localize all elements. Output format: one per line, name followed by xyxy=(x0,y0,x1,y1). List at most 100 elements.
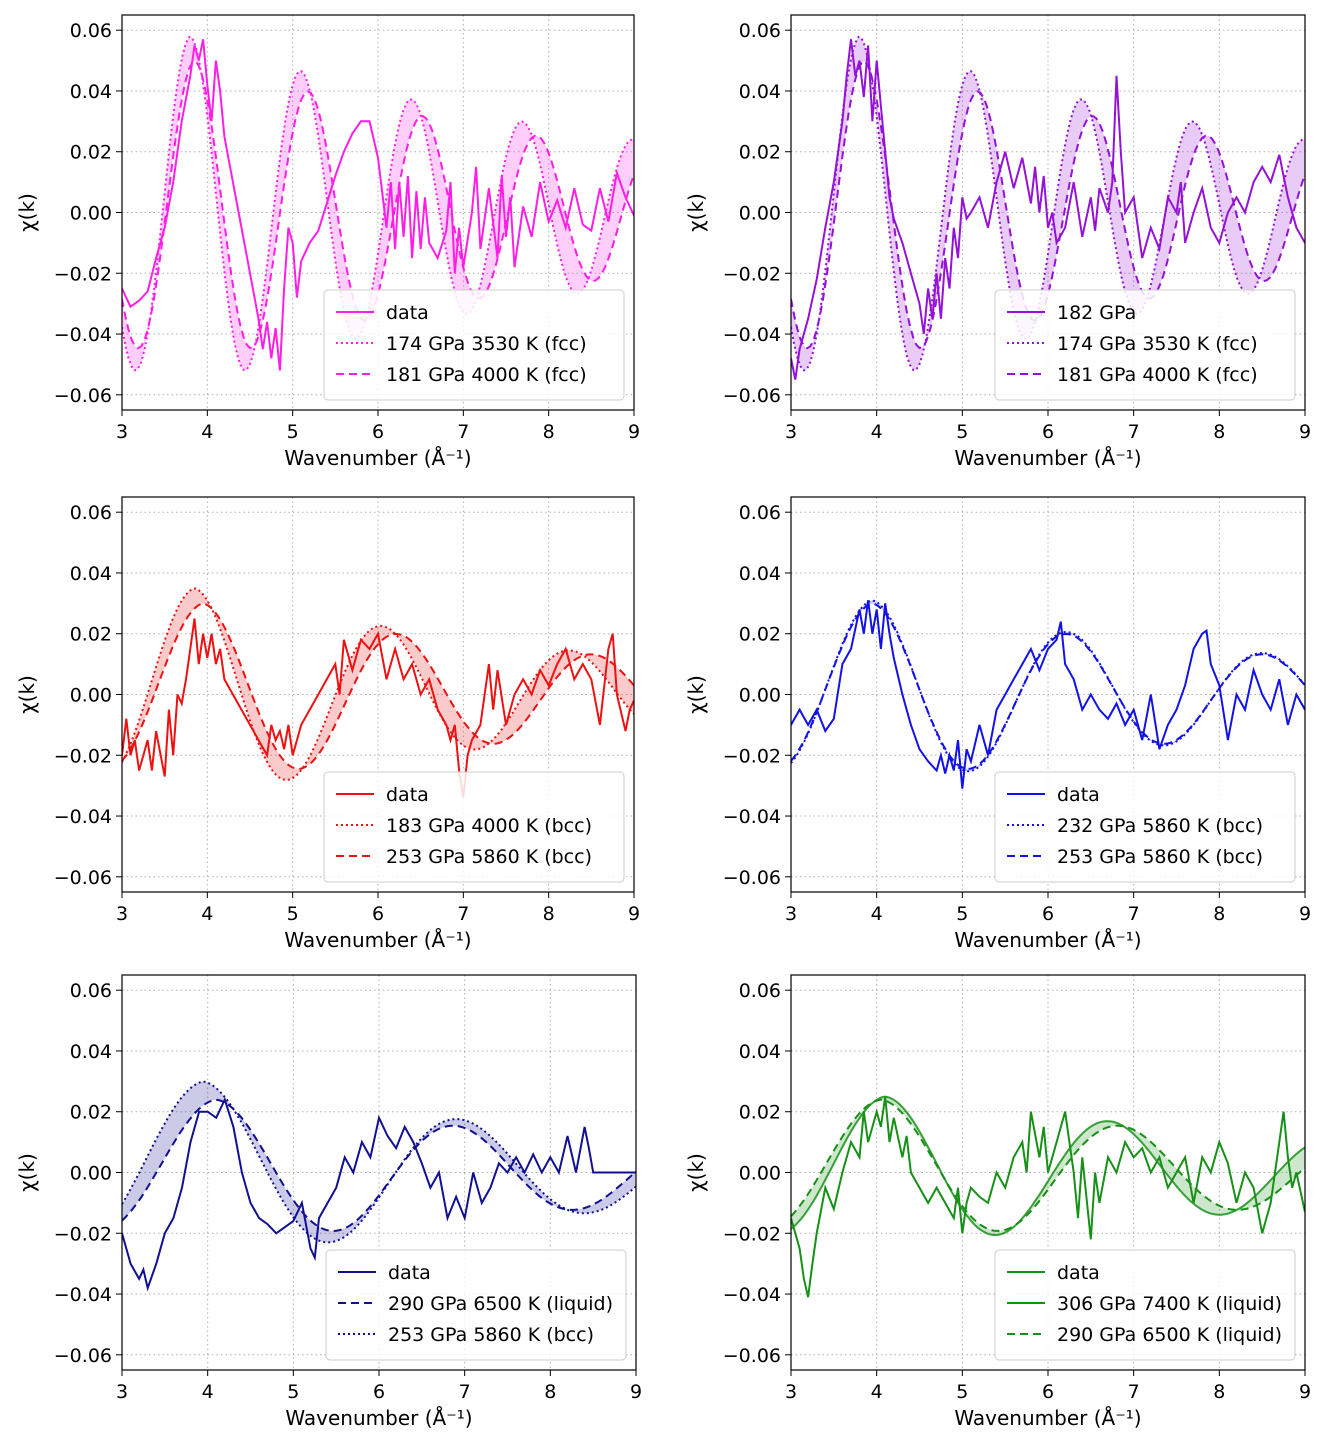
x-tick-label: 8 xyxy=(1213,1381,1225,1403)
model-envelope-fill xyxy=(122,588,634,780)
y-tick-label: −0.06 xyxy=(54,385,112,407)
y-tick-label: 0.04 xyxy=(70,81,112,103)
x-tick-label: 4 xyxy=(871,903,883,925)
y-axis-label: χ(k) xyxy=(684,675,708,714)
x-tick-label: 3 xyxy=(785,421,797,443)
x-tick-label: 8 xyxy=(1213,903,1225,925)
series-line-1 xyxy=(791,600,1305,789)
y-tick-label: −0.02 xyxy=(723,1223,781,1245)
series-line-1 xyxy=(791,1096,1305,1298)
y-tick-label: −0.04 xyxy=(54,324,112,346)
y-axis-label: χ(k) xyxy=(15,1153,39,1192)
y-axis-label: χ(k) xyxy=(684,1153,708,1192)
legend-label: data xyxy=(1057,1262,1100,1284)
x-tick-label: 4 xyxy=(871,421,883,443)
legend: data 290 GPa 6500 K (liquid) 253 GPa 5860 … xyxy=(325,1249,627,1361)
legend: data 232 GPa 5860 K (bcc) 253 GPa 5860 K (… xyxy=(994,771,1296,883)
x-tick-label: 9 xyxy=(628,903,640,925)
x-tick-label: 9 xyxy=(1299,903,1311,925)
y-axis-label: χ(k) xyxy=(15,675,39,714)
legend-box xyxy=(323,771,625,883)
y-tick-label: 0.06 xyxy=(70,20,112,42)
chart-panel-5: 3 4 5 6 7 8 9 0.06 0.04 0.02 0.00 −0.02 −0.04 −0.06 Wa… xyxy=(15,974,642,1430)
y-tick-label: 0.04 xyxy=(739,81,781,103)
y-tick-label: −0.06 xyxy=(723,385,781,407)
y-tick-label: 0.02 xyxy=(70,1102,112,1124)
y-tick-label: −0.02 xyxy=(723,745,781,767)
x-tick-label: 3 xyxy=(116,1381,128,1403)
legend-label: 253 GPa 5860 K (bcc) xyxy=(1057,846,1263,868)
axes-frame xyxy=(790,496,1306,893)
y-tick-label: 0.02 xyxy=(70,624,112,646)
y-tick-label: 0.04 xyxy=(70,563,112,585)
legend-label: 290 GPa 6500 K (liquid) xyxy=(1057,1324,1282,1346)
legend-label: 174 GPa 3530 K (fcc) xyxy=(386,333,587,355)
series-line-1 xyxy=(122,618,634,798)
x-tick-label: 7 xyxy=(457,421,469,443)
y-tick-label: −0.04 xyxy=(54,1284,112,1306)
x-tick-label: 4 xyxy=(201,903,213,925)
x-tick-label: 8 xyxy=(1213,421,1225,443)
y-tick-label: −0.06 xyxy=(54,867,112,889)
y-tick-label: −0.06 xyxy=(723,867,781,889)
x-tick-label: 3 xyxy=(116,903,128,925)
x-tick-label: 5 xyxy=(956,421,968,443)
x-axis-label: Wavenumber (Å⁻¹) xyxy=(285,1406,472,1430)
series-line-3 xyxy=(791,1098,1305,1232)
legend-label: 290 GPa 6500 K (liquid) xyxy=(388,1293,613,1315)
series-line-2 xyxy=(791,35,1305,372)
y-tick-label: 0.06 xyxy=(70,980,112,1002)
y-tick-label: 0.02 xyxy=(739,1102,781,1124)
legend-label: data xyxy=(386,784,429,806)
series-line-2 xyxy=(791,599,1305,773)
series-line-3 xyxy=(122,60,634,350)
x-tick-label: 6 xyxy=(1042,421,1054,443)
legend-label: 306 GPa 7400 K (liquid) xyxy=(1057,1293,1282,1315)
x-tick-label: 7 xyxy=(1128,1381,1140,1403)
x-tick-label: 5 xyxy=(287,1381,299,1403)
y-tick-label: 0.04 xyxy=(739,563,781,585)
x-tick-label: 9 xyxy=(1299,1381,1311,1403)
legend: data 306 GPa 7400 K (liquid) 290 GPa 6500 … xyxy=(994,1249,1296,1361)
x-tick-label: 3 xyxy=(785,1381,797,1403)
y-tick-label: 0.02 xyxy=(739,142,781,164)
x-axis-label: Wavenumber (Å⁻¹) xyxy=(284,928,471,952)
x-tick-label: 5 xyxy=(287,421,299,443)
y-tick-label: 0.06 xyxy=(739,980,781,1002)
legend: 182 GPa 174 GPa 3530 K (fcc) 181 GPa 4000 … xyxy=(994,289,1296,401)
series-line-1 xyxy=(122,39,634,371)
legend-box xyxy=(323,289,625,401)
legend-box xyxy=(994,289,1296,401)
series-line-2 xyxy=(122,587,634,781)
legend-label: data xyxy=(386,302,429,324)
x-tick-label: 9 xyxy=(630,1381,642,1403)
axes-frame xyxy=(790,14,1306,411)
legend-label: data xyxy=(388,1262,431,1284)
chart-panel-3: 3 4 5 6 7 8 9 0.06 0.04 0.02 0.00 −0.02 −0.04 −0.06 Wa… xyxy=(15,496,640,952)
legend-label: 174 GPa 3530 K (fcc) xyxy=(1057,333,1258,355)
y-tick-label: 0.00 xyxy=(70,203,112,225)
legend-label: 253 GPa 5860 K (bcc) xyxy=(388,1324,594,1346)
x-tick-label: 8 xyxy=(543,903,555,925)
x-tick-label: 9 xyxy=(1299,421,1311,443)
axes-frame xyxy=(121,14,635,411)
x-axis-label: Wavenumber (Å⁻¹) xyxy=(954,1406,1141,1430)
x-tick-label: 3 xyxy=(116,421,128,443)
y-tick-label: 0.06 xyxy=(70,502,112,524)
x-tick-label: 6 xyxy=(373,1381,385,1403)
x-tick-label: 3 xyxy=(785,903,797,925)
legend: data 183 GPa 4000 K (bcc) 253 GPa 5860 K (… xyxy=(323,771,625,883)
y-tick-label: 0.02 xyxy=(70,142,112,164)
legend-label: 182 GPa xyxy=(1057,302,1136,324)
x-tick-label: 5 xyxy=(956,903,968,925)
x-tick-label: 5 xyxy=(956,1381,968,1403)
y-tick-label: −0.02 xyxy=(54,263,112,285)
y-tick-label: −0.02 xyxy=(723,263,781,285)
x-tick-label: 6 xyxy=(372,903,384,925)
legend-box xyxy=(994,771,1296,883)
legend-box xyxy=(325,1249,627,1361)
y-tick-label: −0.04 xyxy=(723,324,781,346)
y-tick-label: −0.04 xyxy=(723,1284,781,1306)
legend-label: 181 GPa 4000 K (fcc) xyxy=(1057,364,1258,386)
